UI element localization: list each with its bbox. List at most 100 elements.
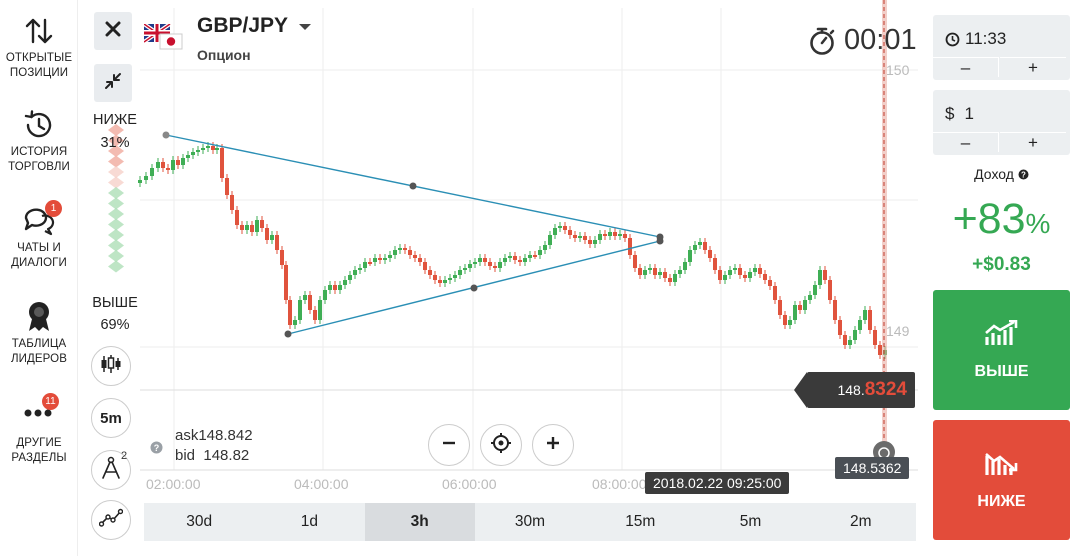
asset-type: Опцион bbox=[197, 47, 251, 63]
candle-body bbox=[303, 295, 307, 300]
candle-body bbox=[758, 268, 762, 274]
expiry-time-field[interactable]: 11:33 – + bbox=[933, 15, 1070, 80]
candle-body bbox=[628, 238, 632, 255]
compass-icon bbox=[100, 456, 122, 485]
candle-body bbox=[698, 242, 702, 245]
expiry-time-value: 11:33 bbox=[965, 29, 1007, 48]
candle-body bbox=[373, 258, 377, 262]
candle-body bbox=[458, 270, 462, 275]
candle-body bbox=[748, 272, 752, 278]
price-axis-label: 150 bbox=[886, 62, 910, 78]
candle-body bbox=[578, 236, 582, 238]
buy-higher-button[interactable]: ВЫШЕ bbox=[933, 290, 1070, 410]
sentiment-marker bbox=[108, 250, 124, 262]
candle-body bbox=[703, 242, 707, 250]
sentiment-marker bbox=[108, 166, 124, 178]
candle-body bbox=[633, 255, 637, 268]
timeframe-3h[interactable]: 3h bbox=[364, 503, 475, 541]
stopwatch-icon bbox=[808, 26, 836, 56]
amount-field[interactable]: $ 1 – + bbox=[933, 90, 1070, 155]
profit-percent-sign: % bbox=[1025, 208, 1051, 239]
candle-body bbox=[293, 320, 297, 325]
price-chart[interactable] bbox=[80, 0, 918, 500]
asset-selector[interactable]: GBP/JPY bbox=[197, 14, 312, 38]
candle-body bbox=[413, 255, 417, 258]
candle-body bbox=[598, 234, 602, 240]
chevron-down-icon bbox=[298, 14, 312, 38]
candle-body bbox=[753, 268, 757, 272]
candle-body bbox=[618, 234, 622, 236]
candle-body bbox=[813, 285, 817, 295]
candle-body bbox=[623, 234, 627, 238]
candle-body bbox=[823, 270, 827, 280]
sidebar-item-open-positions[interactable]: ОТКРЫТЫЕ ПОЗИЦИИ bbox=[0, 14, 78, 81]
timeframe-5m[interactable]: 5m bbox=[739, 513, 762, 530]
timeframe-30m[interactable]: 30m bbox=[514, 513, 546, 530]
close-button[interactable] bbox=[94, 12, 132, 50]
sentiment-marker bbox=[108, 260, 124, 273]
timeframe-30d[interactable]: 30d bbox=[186, 513, 213, 530]
candle-body bbox=[473, 262, 477, 264]
time-axis-label: 02:00:00 bbox=[146, 476, 201, 492]
candle-body bbox=[808, 295, 812, 300]
history-clock-icon bbox=[22, 108, 56, 142]
center-chart-button[interactable] bbox=[480, 424, 522, 466]
timeframe-1d[interactable]: 1d bbox=[300, 513, 319, 530]
sidebar-item-chats[interactable]: 1 ЧАТЫ И ДИАЛОГИ bbox=[0, 200, 78, 271]
candle-body bbox=[648, 268, 652, 270]
chart-area[interactable]: GBP/JPY Опцион 00:01 НИЖЕ 31% ВЫШЕ 69% 5… bbox=[80, 0, 918, 556]
candle-body bbox=[523, 258, 527, 262]
candle-body bbox=[408, 250, 412, 255]
sidebar-item-label: ДРУГИЕ bbox=[16, 437, 62, 449]
candle-body bbox=[201, 148, 205, 150]
candle-period-button[interactable]: 5m bbox=[91, 398, 131, 438]
candle-body bbox=[768, 280, 772, 286]
sidebar-item-label: ИСТОРИЯ bbox=[10, 146, 68, 158]
candle-body bbox=[144, 176, 148, 180]
candle-body bbox=[558, 226, 562, 228]
candle-body bbox=[378, 258, 382, 260]
candle-body bbox=[328, 285, 332, 290]
expiry-minus-button[interactable]: – bbox=[933, 57, 999, 77]
sidebar-item-label: ТОРГОВЛИ bbox=[8, 161, 70, 173]
sell-lower-button[interactable]: НИЖЕ bbox=[933, 420, 1070, 540]
candle-body bbox=[498, 262, 502, 268]
candle-body bbox=[553, 228, 557, 235]
amount-plus-button[interactable]: + bbox=[1000, 132, 1066, 152]
left-sidebar: ОТКРЫТЫЕ ПОЗИЦИИ ИСТОРИЯ ТОРГОВЛИ 1 ЧАТЫ… bbox=[0, 0, 78, 556]
indicator-count: 2 bbox=[121, 450, 128, 462]
indicators-button[interactable]: 2 bbox=[91, 450, 131, 490]
drawing-tools-button[interactable] bbox=[91, 500, 131, 540]
candle-body bbox=[678, 270, 682, 274]
candle-body bbox=[333, 285, 337, 290]
candle-body bbox=[508, 256, 512, 258]
help-icon[interactable]: ? bbox=[1018, 167, 1029, 183]
time-axis-label: 04:00:00 bbox=[294, 476, 349, 492]
sidebar-item-more[interactable]: 11 ДРУГИЕ РАЗДЕЛЫ bbox=[0, 393, 78, 466]
candle-body bbox=[358, 268, 362, 270]
zoom-out-button[interactable] bbox=[428, 424, 470, 466]
chart-type-button[interactable] bbox=[91, 346, 131, 386]
higher-label: ВЫШЕ bbox=[92, 295, 138, 311]
zoom-in-button[interactable] bbox=[532, 424, 574, 466]
collapse-button[interactable] bbox=[94, 64, 132, 102]
timeframe-15m[interactable]: 15m bbox=[625, 513, 656, 530]
candle-body bbox=[418, 258, 422, 262]
sidebar-item-trade-history[interactable]: ИСТОРИЯ ТОРГОВЛИ bbox=[0, 108, 78, 175]
sidebar-item-leaderboard[interactable]: ТАБЛИЦА ЛИДЕРОВ bbox=[0, 300, 78, 367]
currency-symbol: $ bbox=[945, 104, 955, 123]
sentiment-marker bbox=[108, 124, 124, 136]
candle-body bbox=[653, 268, 657, 275]
amount-minus-button[interactable]: – bbox=[933, 132, 999, 152]
chart-up-icon bbox=[984, 319, 1020, 351]
candle-body bbox=[503, 258, 507, 262]
current-time-tag: 2018.02.22 09:25:00 bbox=[645, 472, 790, 494]
sidebar-item-label: ПОЗИЦИИ bbox=[9, 67, 69, 79]
candle-body bbox=[873, 330, 877, 345]
expiry-plus-button[interactable]: + bbox=[1000, 57, 1066, 77]
candle-body bbox=[383, 258, 387, 260]
bid-label: bid bbox=[175, 447, 196, 464]
timeframe-2m[interactable]: 2m bbox=[850, 513, 872, 530]
help-icon[interactable]: ? bbox=[150, 441, 163, 459]
candle-body bbox=[533, 255, 537, 257]
